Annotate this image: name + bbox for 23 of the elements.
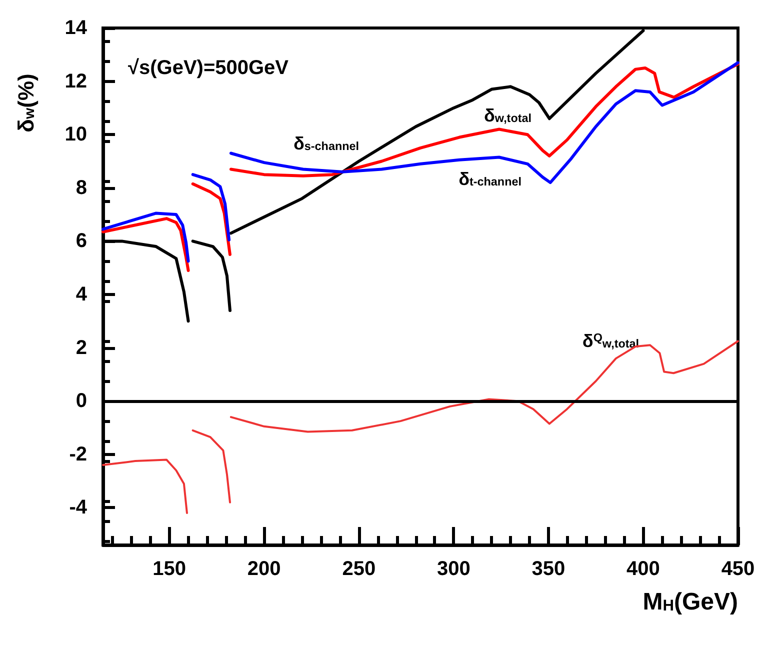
series-label: δw,total bbox=[484, 105, 532, 126]
x-tick-label: 200 bbox=[247, 558, 281, 580]
x-axis-title: MH(GeV) bbox=[642, 588, 738, 616]
annotation: √s(GeV)=500GeV bbox=[128, 57, 290, 79]
x-tick-label: 450 bbox=[721, 558, 755, 580]
x-tick-label: 400 bbox=[626, 558, 660, 580]
y-tick-label: 8 bbox=[76, 176, 87, 199]
y-tick-label: 0 bbox=[76, 390, 87, 412]
y-tick-label: 4 bbox=[76, 283, 88, 306]
x-tick-label: 350 bbox=[532, 558, 566, 580]
x-tick-label: 300 bbox=[436, 558, 470, 580]
x-tick-label: 150 bbox=[152, 558, 186, 580]
y-tick-label: -2 bbox=[69, 443, 87, 466]
series-label: δs-channel bbox=[294, 134, 359, 154]
y-tick-label: 10 bbox=[64, 124, 87, 146]
y-tick-label: 12 bbox=[64, 70, 87, 92]
y-tick-label: -4 bbox=[69, 496, 88, 519]
y-axis-title: δw(%) bbox=[14, 74, 38, 132]
y-tick-label: 14 bbox=[64, 17, 88, 39]
series-label: δt-channel bbox=[458, 168, 522, 189]
y-tick-label: 2 bbox=[76, 336, 87, 359]
y-tick-label: 6 bbox=[76, 230, 87, 252]
x-tick-label: 250 bbox=[342, 558, 376, 580]
